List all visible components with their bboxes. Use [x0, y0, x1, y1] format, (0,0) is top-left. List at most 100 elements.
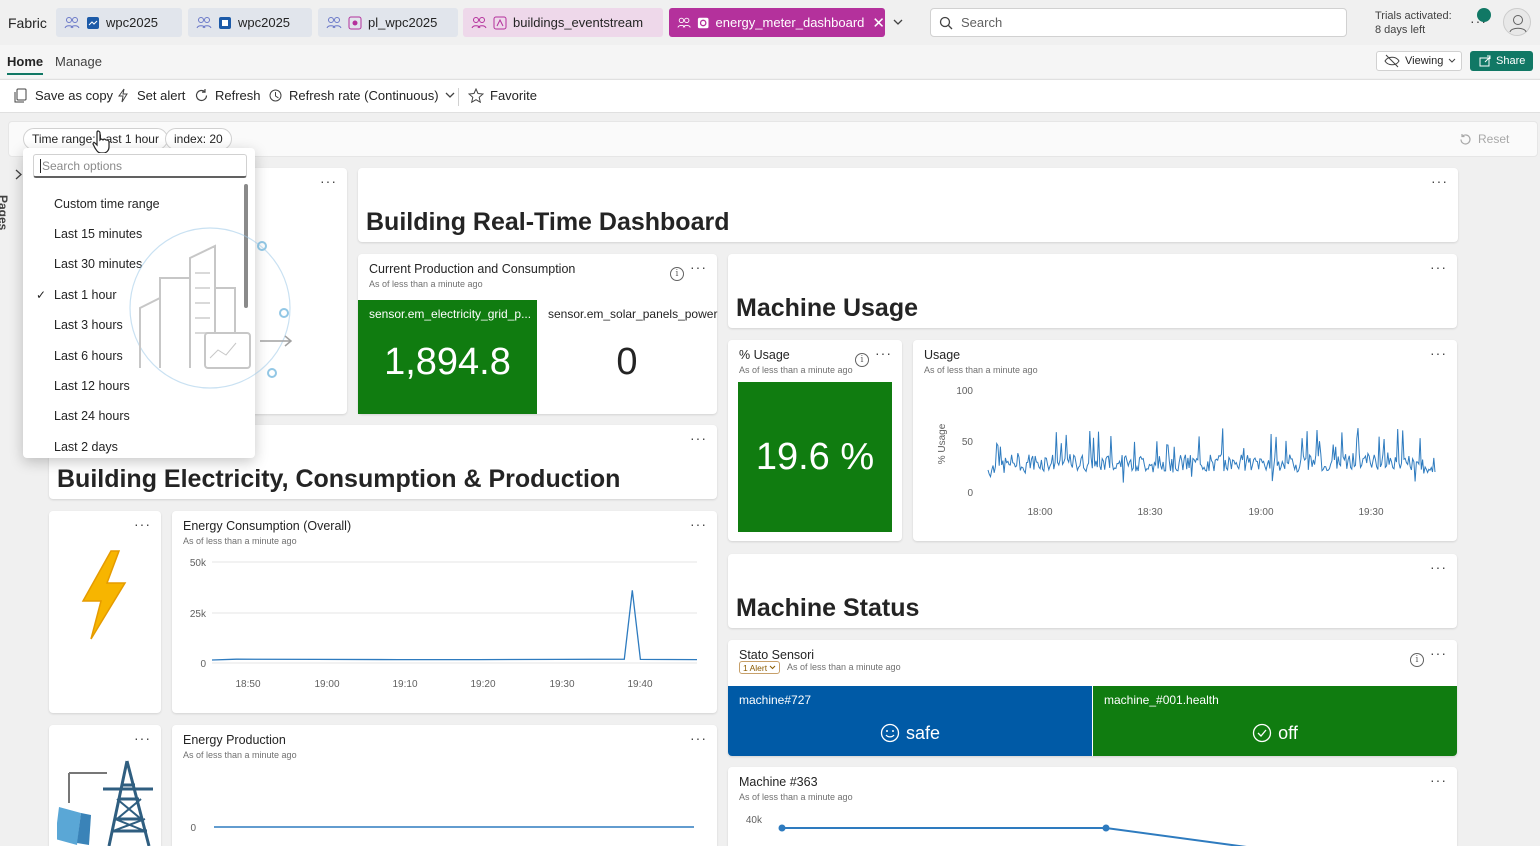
info-icon[interactable]: i [670, 267, 684, 281]
y-tick: 0 [190, 823, 196, 834]
card-subtitle: As of less than a minute ago [183, 536, 297, 546]
tile-label: machine#727 [739, 693, 812, 707]
save-as-copy-button[interactable]: Save as copy [14, 88, 113, 103]
lightning-card: ··· [49, 511, 161, 713]
reset-button[interactable]: Reset [1459, 132, 1509, 146]
more-options-icon[interactable]: ··· [1430, 259, 1447, 275]
trial-status: Trials activated: 8 days left [1375, 9, 1452, 37]
viewing-button[interactable]: Viewing [1376, 51, 1462, 71]
time-range-dropdown: Search options Custom time range Last 15… [23, 148, 255, 458]
toolbar: Save as copy Set alert Refresh Refresh r… [0, 79, 1540, 113]
option-last-15-minutes[interactable]: Last 15 minutes [23, 219, 251, 249]
avatar[interactable] [1503, 8, 1531, 36]
time-range-chip[interactable]: Time range: Last 1 hour [23, 128, 168, 150]
option-custom-time-range[interactable]: Custom time range [23, 189, 251, 219]
option-label: Last 24 hours [54, 409, 130, 423]
refresh-button[interactable]: Refresh [194, 88, 261, 103]
more-options-icon[interactable]: ··· [320, 173, 337, 189]
alert-badge[interactable]: 1 Alert [739, 661, 781, 674]
reset-icon [1460, 133, 1471, 145]
fabric-brand[interactable]: Fabric [8, 15, 47, 31]
alert-badge-label: 1 Alert [743, 662, 768, 673]
chevron-down-icon[interactable] [893, 18, 903, 26]
tile-value: off [1278, 722, 1298, 743]
info-icon[interactable]: i [1410, 653, 1424, 667]
more-options-icon[interactable]: ··· [1430, 645, 1447, 661]
tab-wpc2025-2[interactable]: wpc2025 [188, 8, 312, 37]
more-options-icon[interactable]: ··· [1431, 173, 1448, 189]
chevron-down-icon [1448, 58, 1456, 63]
favorite-button[interactable]: Favorite [468, 88, 537, 103]
card-subtitle: As of less than a minute ago [739, 365, 853, 375]
alert-bolt-icon [118, 88, 128, 103]
option-last-3-hours[interactable]: Last 3 hours [23, 310, 251, 340]
y-tick: 50k [190, 558, 207, 569]
copy-icon [14, 88, 27, 103]
option-last-12-hours[interactable]: Last 12 hours [23, 371, 251, 401]
set-alert-label: Set alert [137, 88, 186, 103]
more-options-icon[interactable]: ··· [1430, 772, 1447, 788]
favorite-label: Favorite [490, 88, 537, 103]
option-last-1-hour[interactable]: ✓ Last 1 hour [23, 280, 251, 310]
x-tick: 19:40 [627, 679, 652, 690]
card-subtitle: As of less than a minute ago [787, 662, 901, 672]
tab-manage[interactable]: Manage [55, 54, 102, 69]
y-tick: 50 [962, 437, 974, 448]
option-last-30-minutes[interactable]: Last 30 minutes [23, 249, 251, 279]
building-electricity-title: Building Electricity, Consumption & Prod… [57, 465, 621, 493]
building-realtime-title: Building Real-Time Dashboard [366, 208, 730, 236]
info-icon[interactable]: i [855, 353, 869, 367]
more-options-icon[interactable]: ··· [690, 730, 707, 746]
tab-label: energy_meter_dashboard [715, 15, 865, 30]
option-last-24-hours[interactable]: Last 24 hours [23, 401, 251, 431]
more-options-icon[interactable]: ··· [134, 516, 151, 532]
index-chip[interactable]: index: 20 [165, 128, 232, 150]
y-tick: 25k [190, 609, 207, 620]
x-tick: 19:00 [1248, 507, 1273, 518]
tab-pl-wpc2025[interactable]: pl_wpc2025 [318, 8, 458, 37]
eventstream-icon [493, 16, 507, 29]
reset-label: Reset [1478, 132, 1510, 146]
tab-wpc2025-1[interactable]: wpc2025 [56, 8, 182, 37]
more-options-icon[interactable]: ··· [134, 730, 151, 746]
tab-buildings-eventstream[interactable]: buildings_eventstream [463, 8, 663, 37]
dropdown-scrollbar[interactable] [244, 184, 248, 308]
more-options-icon[interactable]: ··· [690, 259, 707, 275]
option-last-2-days[interactable]: Last 2 days [23, 432, 251, 458]
search-input[interactable]: Search [930, 8, 1347, 37]
tab-home[interactable]: Home [7, 54, 44, 75]
search-options-placeholder: Search options [42, 158, 123, 173]
more-options-icon[interactable]: ··· [690, 516, 707, 532]
card-title: % Usage [739, 348, 790, 362]
tile-label: sensor.em_electricity_grid_p... [369, 307, 532, 321]
checkmark-icon: ✓ [36, 288, 47, 302]
tab-energy-meter-dashboard[interactable]: energy_meter_dashboard ✕ [669, 8, 885, 37]
building-electricity-header-card: Building Electricity, Consumption & Prod… [49, 425, 717, 499]
consumption-series-line [211, 590, 698, 661]
search-options-input[interactable]: Search options [33, 154, 247, 178]
more-options-icon[interactable]: ··· [690, 430, 707, 446]
tile-value: 0 [616, 340, 638, 383]
tower-card: ··· [49, 725, 161, 846]
card-subtitle: As of less than a minute ago [924, 365, 1038, 375]
more-options-icon[interactable]: ··· [1430, 345, 1447, 361]
chevron-right-icon[interactable] [14, 169, 23, 180]
set-alert-button[interactable]: Set alert [116, 88, 185, 103]
tab-label: buildings_eventstream [513, 15, 644, 30]
data-point [778, 824, 786, 832]
machine-usage-header-card: Machine Usage ··· [728, 254, 1457, 328]
card-title: Current Production and Consumption [369, 262, 576, 276]
option-label: Last 6 hours [54, 349, 123, 363]
close-tab-icon[interactable]: ✕ [872, 14, 885, 32]
card-title: Stato Sensori [739, 648, 815, 662]
pages-label[interactable]: Pages [0, 195, 10, 231]
more-options-icon[interactable]: ··· [1430, 559, 1447, 575]
workspace-icon [326, 16, 342, 28]
more-options-icon[interactable]: ··· [875, 345, 892, 361]
share-button[interactable]: Share [1470, 51, 1533, 71]
card-title: Energy Consumption (Overall) [183, 519, 352, 533]
option-last-6-hours[interactable]: Last 6 hours [23, 341, 251, 371]
refresh-rate-dropdown[interactable]: Refresh rate (Continuous) [268, 88, 455, 103]
workspace-icon [64, 16, 80, 28]
smart-building-illustration [129, 227, 293, 389]
